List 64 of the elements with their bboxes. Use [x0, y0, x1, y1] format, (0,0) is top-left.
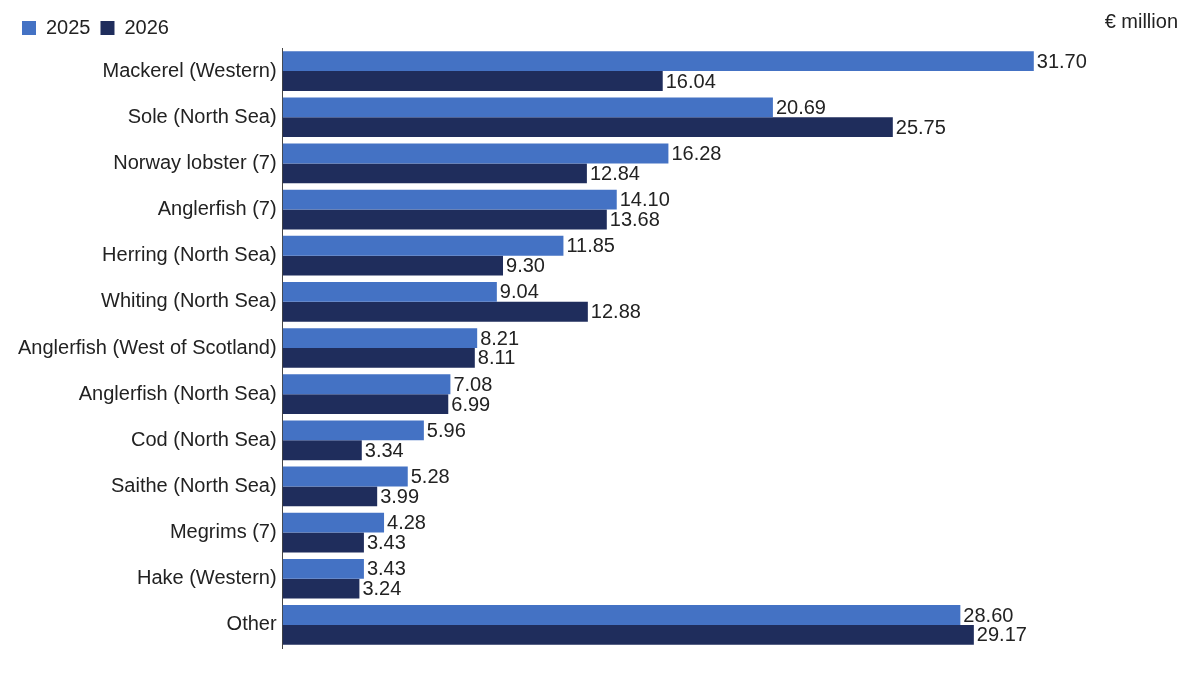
bar [282, 624, 974, 645]
bar [282, 532, 364, 553]
y-tick-label: Anglerfish (West of Scotland) [17, 335, 277, 358]
bar [282, 189, 617, 210]
bar [282, 420, 424, 441]
data-label: 29.17 [976, 623, 1027, 646]
bar [282, 578, 360, 599]
data-label: 8.11 [477, 346, 516, 369]
y-tick-label: Hake (Western) [136, 566, 277, 589]
data-label: 7.08 [453, 372, 493, 395]
bar [282, 235, 564, 256]
data-label: 9.30 [506, 254, 545, 277]
data-label: 12.88 [590, 300, 641, 323]
data-label: 12.84 [589, 161, 640, 184]
y-tick-label: Other [226, 612, 277, 635]
bar [282, 282, 497, 302]
data-label: 16.28 [671, 141, 722, 164]
bar [282, 301, 588, 322]
bar [282, 440, 362, 461]
bar [282, 348, 475, 368]
bar [282, 486, 378, 507]
bar [282, 71, 663, 91]
data-label: 9.04 [499, 280, 539, 303]
y-tick-label: Cod (North Sea) [131, 427, 277, 450]
data-label: 3.43 [366, 531, 406, 554]
bar [282, 394, 449, 414]
data-label: 5.96 [426, 418, 466, 441]
bar [282, 51, 1034, 72]
bar [282, 605, 961, 625]
y-tick-label: Sole (North Sea) [127, 104, 277, 127]
data-label: 11.85 [566, 234, 616, 257]
y-tick-label: Whiting (North Sea) [101, 289, 277, 312]
bar [282, 512, 385, 533]
data-label: 8.21 [480, 326, 520, 349]
legend-label: 2026 [124, 15, 169, 38]
data-label: 3.34 [364, 438, 404, 461]
data-label: 16.04 [665, 69, 716, 92]
legend-label: 2025 [46, 15, 91, 38]
data-label: 20.69 [775, 95, 826, 118]
text: € million [1104, 9, 1178, 32]
data-label: 3.43 [366, 557, 406, 580]
bar [282, 143, 669, 164]
bar [282, 328, 478, 348]
data-label: 4.28 [387, 511, 426, 534]
y-tick-label: Anglerfish (7) [157, 197, 277, 220]
y-tick-label: Anglerfish (North Sea) [78, 381, 277, 404]
bar [282, 163, 587, 184]
bar [282, 209, 607, 230]
y-tick-label: Mackerel (Western) [102, 58, 277, 81]
y-tick-label: Saithe (North Sea) [110, 473, 277, 496]
bar [282, 374, 451, 395]
y-tick-label: Megrims (7) [169, 520, 277, 543]
data-label: 6.99 [451, 392, 491, 415]
data-label: 25.75 [895, 115, 946, 138]
bar [282, 97, 773, 118]
bar [282, 117, 893, 138]
bar [282, 558, 364, 579]
data-label: 31.70 [1036, 49, 1087, 72]
bar [282, 255, 504, 276]
data-label: 3.24 [362, 577, 402, 600]
bar [282, 466, 408, 487]
data-label: 28.60 [963, 603, 1014, 626]
y-tick-label: Norway lobster (7) [113, 150, 277, 173]
y-tick-label: Herring (North Sea) [102, 243, 277, 266]
